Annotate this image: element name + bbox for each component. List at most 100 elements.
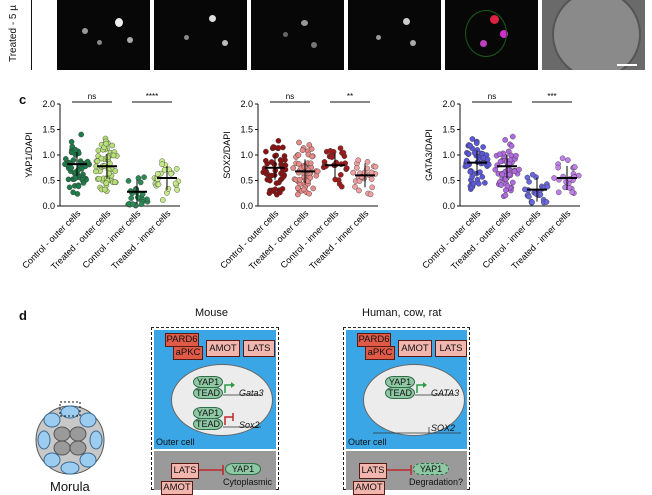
data-point xyxy=(102,186,108,193)
y-axis-label: YAP1/DAPI xyxy=(24,132,34,178)
data-point xyxy=(272,186,279,192)
data-point xyxy=(75,167,81,174)
data-point xyxy=(336,181,343,187)
y-tick-label: 0.0 xyxy=(240,201,253,211)
data-point xyxy=(128,195,134,201)
data-point xyxy=(482,180,488,186)
category-label: Treated - inner cells xyxy=(307,208,370,271)
data-point xyxy=(469,173,475,180)
data-point xyxy=(112,168,119,174)
data-point xyxy=(337,172,344,178)
y-axis-label: SOX2/DAPI xyxy=(222,131,232,179)
data-point xyxy=(261,168,268,174)
data-point xyxy=(367,191,374,198)
data-point xyxy=(343,165,350,171)
data-point xyxy=(513,152,519,159)
data-point xyxy=(134,194,141,201)
apkc-box-h: aPKC xyxy=(365,346,395,360)
data-point xyxy=(569,189,576,196)
data-point xyxy=(502,176,509,182)
y-tick-label: 1.0 xyxy=(442,150,455,160)
y-tick-label: 1.5 xyxy=(42,125,55,135)
data-point xyxy=(80,180,87,186)
data-point xyxy=(477,169,483,175)
data-point xyxy=(464,162,471,169)
human-title: Human, cow, rat xyxy=(362,307,442,319)
data-point xyxy=(280,173,287,180)
tead-pill-1: TEAD xyxy=(193,387,223,399)
data-point xyxy=(475,180,482,187)
pard6-box-h: PARD6 xyxy=(357,333,391,347)
data-point xyxy=(467,169,474,175)
data-point xyxy=(172,180,179,187)
panel-d-letter: d xyxy=(19,308,27,323)
data-point xyxy=(70,157,77,163)
data-point xyxy=(368,176,375,182)
significance-label: *** xyxy=(547,92,556,101)
y-tick-label: 0.0 xyxy=(442,201,455,211)
data-point xyxy=(264,176,271,183)
data-point xyxy=(526,179,532,185)
data-point xyxy=(137,179,144,186)
category-label: Treated - inner cells xyxy=(509,208,572,271)
data-point xyxy=(364,159,371,165)
data-point xyxy=(299,147,306,154)
mouse-title: Mouse xyxy=(195,307,229,319)
data-point xyxy=(356,187,362,194)
data-point xyxy=(504,167,511,173)
data-point xyxy=(497,158,504,165)
amot-box-bottom: AMOT xyxy=(161,481,193,495)
data-point xyxy=(75,183,82,190)
y-tick-label: 2.0 xyxy=(42,99,55,109)
data-point xyxy=(543,199,550,205)
yap1-pill-h: YAP1 xyxy=(385,376,415,388)
data-point xyxy=(129,201,136,207)
data-point xyxy=(138,201,145,208)
amot-box-bottom-h: AMOT xyxy=(353,481,385,495)
micro-image-3 xyxy=(251,0,344,70)
micro-image-4 xyxy=(348,0,441,70)
data-point xyxy=(68,139,75,145)
data-point xyxy=(135,175,142,181)
lats-box-bottom: LATS xyxy=(171,463,199,479)
data-point xyxy=(355,157,362,163)
data-point xyxy=(529,199,535,206)
amot-box: AMOT xyxy=(206,340,240,357)
data-point xyxy=(364,165,370,172)
y-tick-label: 2.0 xyxy=(442,99,455,109)
data-point xyxy=(76,150,82,157)
apkc-box: aPKC xyxy=(173,346,203,360)
data-point xyxy=(70,189,76,196)
data-point xyxy=(544,183,551,190)
data-point xyxy=(155,181,162,188)
outer-cell-label-human: Outer cell xyxy=(348,437,387,447)
data-point xyxy=(314,168,321,175)
data-point xyxy=(306,190,312,197)
y-tick-label: 1.5 xyxy=(240,125,253,135)
data-point xyxy=(470,180,477,187)
data-point xyxy=(329,154,335,160)
pard6-box: PARD6 xyxy=(165,333,199,347)
lats-box-bottom-h: LATS xyxy=(359,463,387,479)
data-point xyxy=(125,178,132,184)
data-point xyxy=(110,152,117,159)
data-point xyxy=(278,157,284,164)
data-point xyxy=(353,165,360,171)
panel-c-letter: c xyxy=(19,92,27,107)
human-cell-panel: PARD6 aPKC AMOT LATS YAP1 TEAD GATA3 SOX… xyxy=(343,327,470,495)
cytoplasmic-label: Cytoplasmic xyxy=(223,477,273,487)
data-point xyxy=(352,184,358,190)
data-point xyxy=(565,157,571,163)
data-point xyxy=(280,144,286,151)
data-point xyxy=(350,169,357,176)
data-point xyxy=(94,158,101,164)
data-point xyxy=(296,139,302,146)
gata3-gene-human: GATA3 xyxy=(431,388,460,398)
data-point xyxy=(504,183,511,189)
degradation-label: Degradation? xyxy=(409,477,464,487)
significance-label: ** xyxy=(347,92,353,101)
mouse-cell-panel: PARD6 aPKC AMOT LATS YAP1 TEAD Gata3 YAP… xyxy=(151,327,279,495)
